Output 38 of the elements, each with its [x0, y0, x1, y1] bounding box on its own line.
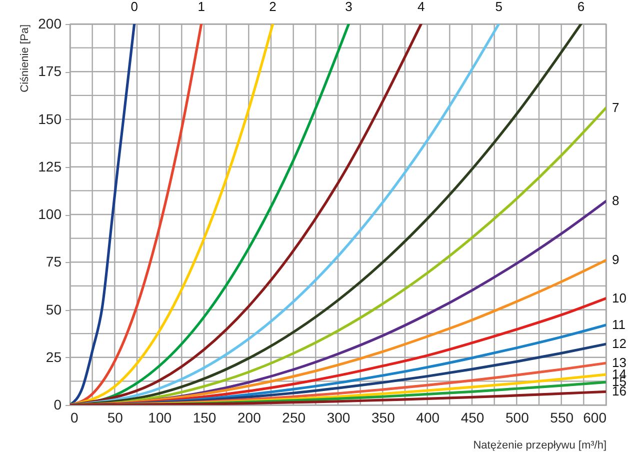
x-tick-label: 350	[371, 410, 396, 426]
x-tick-label: 250	[282, 410, 306, 426]
x-tick-label: 100	[148, 410, 172, 426]
y-axis-title: Ciśnienie [Pa]	[19, 24, 32, 92]
y-tick-label: 200	[38, 16, 62, 32]
y-tick-label: 100	[38, 206, 62, 222]
series-label: 6	[577, 0, 585, 14]
series-label: 10	[612, 290, 626, 306]
y-tick-label: 25	[46, 348, 62, 365]
x-axis-title: Natężenie przepływu [m³/h]	[473, 440, 606, 452]
series-label: 7	[612, 100, 620, 115]
y-tick-label: 175	[38, 63, 62, 80]
x-tick-label: 50	[107, 410, 124, 426]
x-tick-label: 600	[583, 410, 607, 426]
series-label: 3	[345, 0, 352, 14]
x-tick-label: 400	[416, 410, 440, 426]
x-tick-label: 500	[505, 410, 530, 426]
y-tick-label: 0	[54, 396, 62, 412]
series-label: 12	[612, 336, 626, 352]
x-tick-label: 300	[326, 410, 350, 426]
series-label: 8	[612, 193, 620, 208]
series-label: 0	[130, 0, 138, 14]
series-label: 4	[417, 0, 425, 14]
x-tick-label: 150	[192, 410, 216, 426]
x-tick-label: 550	[550, 410, 574, 426]
x-tick-label: 0	[70, 410, 78, 426]
series-label: 2	[269, 0, 276, 14]
series-label: 1	[198, 0, 205, 14]
y-tick-label: 150	[38, 110, 62, 127]
series-label: 9	[612, 252, 620, 268]
x-tick-label: 450	[460, 410, 484, 426]
series-label: 13	[612, 355, 626, 370]
series-label: 11	[612, 316, 626, 332]
x-tick-label: 200	[237, 410, 262, 426]
y-tick-label: 125	[38, 158, 62, 174]
series-label: 5	[495, 0, 502, 14]
y-tick-label: 75	[46, 254, 62, 270]
y-tick-label: 50	[46, 301, 62, 318]
